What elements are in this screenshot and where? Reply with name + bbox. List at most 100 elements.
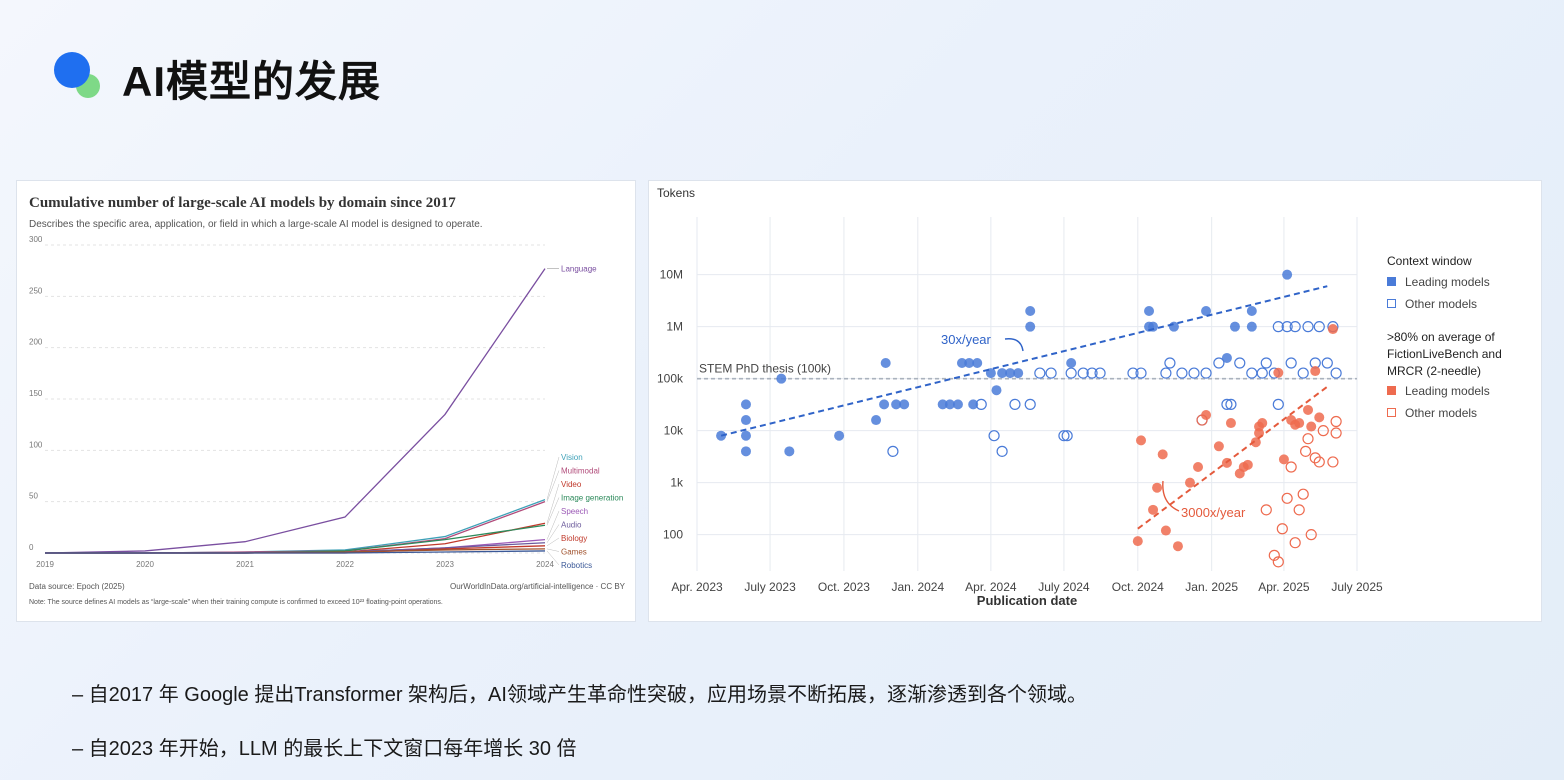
scatter-point bbox=[1281, 321, 1293, 333]
scatter-point bbox=[1065, 367, 1077, 379]
y-tick-label: 100k bbox=[657, 372, 684, 386]
scatter-point bbox=[956, 358, 967, 368]
scatter-point bbox=[1201, 410, 1212, 420]
x-tick-label: 2023 bbox=[436, 560, 454, 569]
scatter-point bbox=[1221, 352, 1232, 363]
scatter-point bbox=[1273, 367, 1284, 378]
series-line-language bbox=[44, 268, 546, 554]
scatter-point bbox=[1160, 525, 1171, 536]
scatter-point bbox=[1256, 367, 1268, 379]
scatter-point bbox=[1297, 488, 1309, 500]
legend-item: Other models bbox=[1405, 406, 1477, 420]
scatter-point bbox=[1314, 412, 1325, 423]
scatter-point bbox=[1289, 321, 1301, 333]
bullet-transformer: – 自2017 年 Google 提出Transformer 架构后，AI领域产… bbox=[72, 684, 1087, 706]
label-connector bbox=[546, 456, 560, 500]
reference-line-label: STEM PhD thesis (100k) bbox=[699, 362, 831, 376]
scatter-point bbox=[1268, 549, 1280, 561]
scatter-point bbox=[776, 373, 787, 384]
scatter-point bbox=[1302, 433, 1314, 445]
scatter-point bbox=[891, 399, 902, 410]
slide-logo bbox=[52, 50, 108, 100]
scatter-point bbox=[716, 430, 727, 441]
scatter-point bbox=[1310, 366, 1321, 377]
x-tick-label: Apr. 2024 bbox=[965, 580, 1017, 594]
chart-panel-domains: Cumulative number of large-scale AI mode… bbox=[16, 180, 636, 622]
scatter-point bbox=[1246, 321, 1257, 332]
legend-item: Leading models bbox=[1405, 275, 1490, 289]
scatter-point bbox=[871, 415, 882, 426]
legend-swatch bbox=[1387, 386, 1396, 395]
scatter-point bbox=[1229, 321, 1240, 332]
scatter-point bbox=[1327, 456, 1339, 468]
y-tick-label: 100 bbox=[29, 440, 43, 449]
series-label: Vision bbox=[561, 453, 583, 462]
x-tick-label: 2019 bbox=[36, 560, 54, 569]
x-tick-label: Jan. 2024 bbox=[891, 580, 944, 594]
trend-label: 30x/year bbox=[941, 332, 992, 347]
series-label: Audio bbox=[561, 521, 582, 530]
scatter-point bbox=[1313, 456, 1325, 468]
scatter-point bbox=[1024, 398, 1036, 410]
scatter-point bbox=[1172, 541, 1183, 552]
trend-line bbox=[720, 285, 1328, 437]
scatter-point bbox=[1225, 398, 1237, 410]
scatter-point bbox=[991, 385, 1002, 396]
scatter-point bbox=[1246, 367, 1258, 379]
scatter-point bbox=[1025, 306, 1036, 316]
y-tick-label: 250 bbox=[29, 286, 43, 295]
scatter-point bbox=[988, 430, 1000, 442]
series-line-vision bbox=[45, 499, 546, 554]
scatter-point bbox=[1132, 536, 1143, 547]
y-tick-label: 100 bbox=[663, 528, 683, 542]
scatter-point bbox=[1309, 452, 1321, 464]
scatter-point bbox=[1272, 321, 1284, 333]
scatter-point bbox=[1136, 435, 1147, 446]
scatter-point bbox=[1285, 461, 1297, 473]
scatter-point bbox=[1196, 414, 1208, 426]
x-tick-label: Oct. 2023 bbox=[818, 580, 870, 594]
bullet-context-growth: – 自2023 年开始，LLM 的最长上下文窗口每年增长 30 倍 bbox=[72, 738, 577, 760]
scatter-point bbox=[1025, 321, 1036, 332]
scatter-point bbox=[834, 430, 845, 441]
scatter-point bbox=[952, 399, 963, 410]
x-tick-label: 2022 bbox=[336, 560, 354, 569]
scatter-point bbox=[1086, 367, 1098, 379]
series-label: Video bbox=[561, 480, 582, 489]
scatter-point bbox=[944, 399, 955, 410]
scatter-point bbox=[740, 415, 751, 426]
scatter-point bbox=[1225, 418, 1236, 429]
y-tick-label: 0 bbox=[29, 543, 34, 552]
label-connector bbox=[546, 497, 560, 526]
scatter-point bbox=[937, 399, 948, 410]
scatter-point bbox=[1330, 367, 1342, 379]
scatter-point bbox=[1300, 445, 1312, 457]
series-label: Robotics bbox=[561, 561, 592, 570]
label-connector bbox=[546, 548, 560, 552]
y-tick-label: 200 bbox=[29, 338, 43, 347]
scatter-point bbox=[968, 399, 979, 410]
scatter-point bbox=[1213, 357, 1225, 369]
scatter-point bbox=[1201, 306, 1212, 316]
label-connector bbox=[546, 537, 560, 547]
y-tick-label: 1M bbox=[666, 320, 683, 334]
scatter-point bbox=[1077, 367, 1089, 379]
x-tick-label: July 2025 bbox=[1331, 580, 1383, 594]
scatter-point bbox=[1066, 358, 1077, 368]
scatter-point bbox=[1058, 430, 1070, 442]
x-tick-label: Apr. 2023 bbox=[671, 580, 723, 594]
scatter-point bbox=[964, 358, 975, 368]
scatter-point bbox=[1061, 430, 1073, 442]
x-tick-label: 2020 bbox=[136, 560, 154, 569]
scatter-point bbox=[1009, 398, 1021, 410]
label-connector bbox=[546, 524, 560, 543]
data-source: Data source: Epoch (2025) bbox=[29, 582, 125, 591]
scatter-point bbox=[899, 399, 910, 410]
scatter-point bbox=[1200, 367, 1212, 379]
series-label: Image generation bbox=[561, 494, 623, 503]
series-label: Multimodal bbox=[561, 467, 600, 476]
y-tick-label: 50 bbox=[29, 492, 38, 501]
scatter-point bbox=[1294, 418, 1305, 429]
scatter-point bbox=[1135, 367, 1147, 379]
scatter-point bbox=[1213, 441, 1224, 452]
